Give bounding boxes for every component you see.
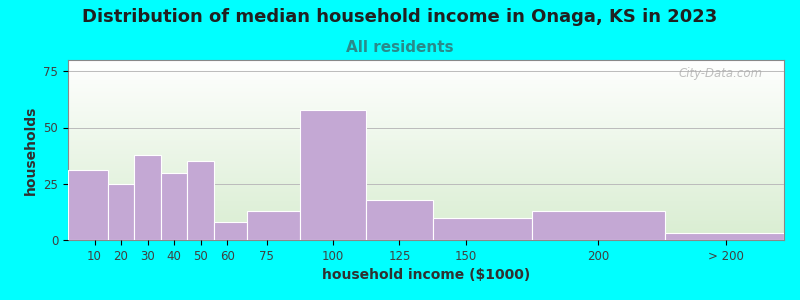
- Bar: [247, 211, 300, 240]
- Bar: [187, 161, 214, 240]
- Bar: [366, 200, 433, 240]
- Bar: [300, 110, 366, 240]
- Bar: [665, 233, 784, 240]
- Bar: [433, 218, 532, 240]
- Bar: [68, 170, 108, 240]
- Text: All residents: All residents: [346, 40, 454, 56]
- Y-axis label: households: households: [24, 105, 38, 195]
- Bar: [134, 154, 161, 240]
- Text: City-Data.com: City-Data.com: [678, 67, 762, 80]
- Bar: [532, 211, 665, 240]
- Text: Distribution of median household income in Onaga, KS in 2023: Distribution of median household income …: [82, 8, 718, 26]
- Bar: [214, 222, 247, 240]
- X-axis label: household income ($1000): household income ($1000): [322, 268, 530, 282]
- Bar: [161, 172, 187, 240]
- Bar: [108, 184, 134, 240]
